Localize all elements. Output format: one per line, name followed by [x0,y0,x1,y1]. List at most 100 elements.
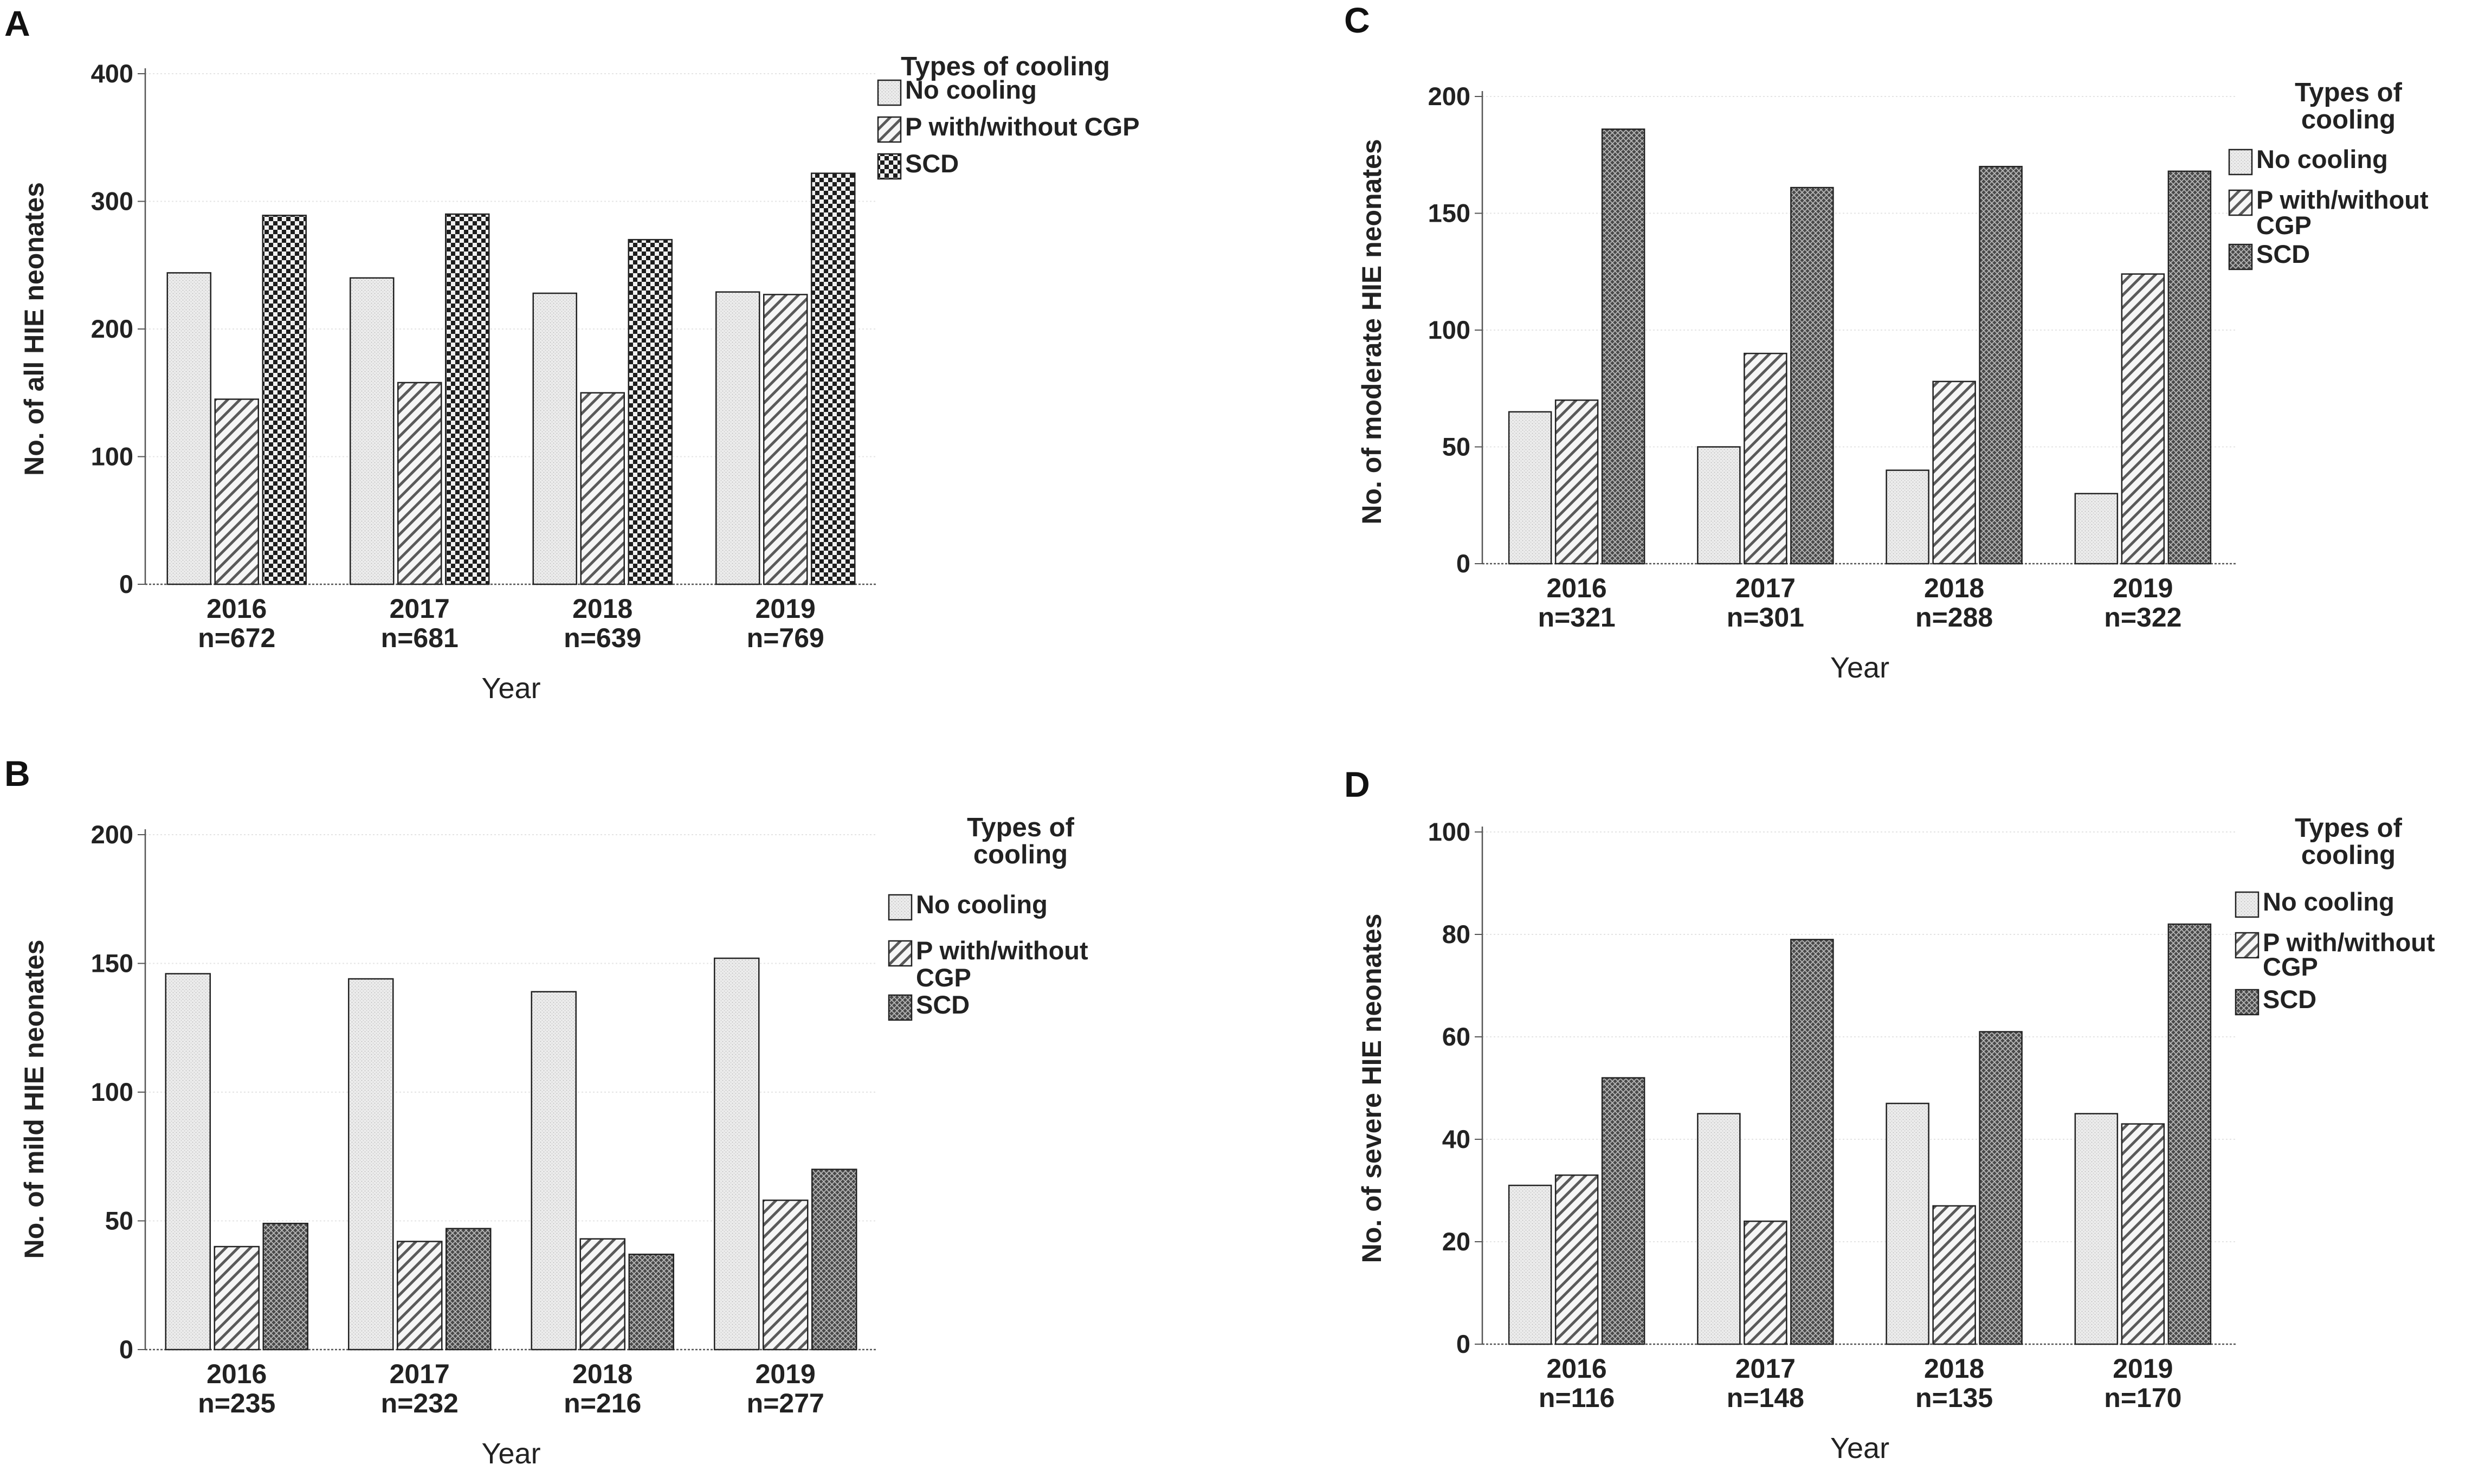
x-tick-n-label: n=672 [198,623,275,653]
legend-swatch-no-cooling [2228,149,2253,176]
bar-no-cooling-2016 [166,272,211,585]
bar-scd-2016 [262,1223,308,1351]
legend-title: cooling [2301,105,2396,134]
bar-p-with-without-cgp-2018 [1932,380,1976,565]
y-tick-label: 150 [1428,199,1470,228]
bar-p-with-without-cgp-2017 [397,1241,443,1351]
y-axis-title: No. of all HIE neonates [19,182,49,476]
x-tick-label: 2019 [756,1359,816,1389]
bar-no-cooling-2016 [1508,411,1552,565]
y-tick-label: 100 [1428,817,1470,846]
legend-title: Types of [967,813,1075,842]
x-axis-title: Year [481,1437,540,1470]
x-tick-n-label: n=116 [1539,1383,1615,1413]
legend-label-no-cooling: No cooling [905,75,1037,104]
x-tick-n-label: n=148 [1727,1383,1804,1413]
bar-p-with-without-cgp-2019 [763,294,808,585]
bar-no-cooling-2017 [348,978,394,1351]
bar-scd-2018 [628,238,673,585]
panel-letter: A [4,3,30,43]
x-tick-n-label: n=277 [747,1388,824,1418]
y-tick-label: 40 [1442,1125,1470,1153]
legend-swatch-scd [2228,243,2253,270]
y-tick-label: 20 [1442,1227,1470,1256]
x-tick-label: 2018 [1924,1353,1984,1384]
legend-label-p-with-without-cgp: P with/without [2263,928,2435,957]
y-tick-label: 80 [1442,920,1470,949]
y-tick-label: 200 [91,314,133,343]
bar-scd-2018 [628,1254,674,1351]
bar-scd-2017 [1790,186,1834,565]
x-tick-n-label: n=170 [2104,1383,2181,1413]
y-tick-label: 200 [91,820,133,849]
y-tick-label: 150 [91,949,133,978]
bar-scd-2016 [1601,128,1645,565]
bar-no-cooling-2017 [1697,1113,1741,1345]
bar-scd-2018 [1979,1031,2023,1345]
legend-title: cooling [2301,841,2396,870]
legend-label-p-with-without-cgp: P with/without [2256,185,2429,214]
legend-title: Types of [2295,78,2403,107]
x-tick-n-label: n=301 [1727,602,1804,633]
bar-no-cooling-2019 [2074,493,2119,565]
bar-p-with-without-cgp-2016 [214,398,259,585]
y-tick-label: 300 [91,187,133,216]
bar-no-cooling-2019 [715,291,760,585]
bar-p-with-without-cgp-2018 [580,392,625,585]
x-tick-label: 2016 [1547,573,1607,603]
bar-p-with-without-cgp-2019 [763,1199,809,1351]
x-tick-n-label: n=321 [1538,602,1616,633]
x-tick-label: 2018 [572,1359,632,1389]
legend-label-p-with-without-cgp: CGP [2263,952,2318,981]
bar-no-cooling-2019 [2074,1113,2119,1345]
y-tick-label: 100 [91,1077,133,1106]
bar-scd-2016 [262,215,307,585]
legend-swatch-p-with-without-cgp [2235,932,2260,959]
legend-swatch-p-with-without-cgp [877,116,902,143]
y-tick-label: 100 [1428,315,1470,344]
legend-label-p-with-without-cgp: P with/without CGP [905,112,1140,141]
bar-no-cooling-2018 [532,292,577,585]
bar-p-with-without-cgp-2016 [214,1246,260,1351]
bar-scd-2018 [1979,166,2023,565]
y-axis-title: No. of severe HIE neonates [1357,914,1387,1263]
legend-label-scd: SCD [905,149,959,178]
y-tick-label: 0 [119,570,133,598]
x-tick-n-label: n=322 [2104,602,2181,633]
bar-no-cooling-2019 [714,957,760,1351]
y-tick-label: 50 [105,1206,133,1235]
legend-label-no-cooling: No cooling [2256,145,2388,173]
legend-label-no-cooling: No cooling [916,890,1048,919]
legend-swatch-no-cooling [888,894,913,921]
x-tick-label: 2017 [390,593,450,624]
x-tick-n-label: n=288 [1915,602,1993,633]
bar-no-cooling-2017 [350,277,395,585]
panel-letter: D [1344,764,1370,804]
legend-swatch-no-cooling [877,79,902,106]
y-tick-label: 0 [119,1335,133,1364]
legend-swatch-scd [888,994,913,1021]
x-tick-label: 2018 [572,593,632,624]
y-tick-label: 200 [1428,82,1470,111]
x-tick-label: 2016 [1547,1353,1607,1384]
bar-no-cooling-2016 [165,973,211,1351]
legend-label-scd: SCD [916,990,970,1019]
bar-p-with-without-cgp-2016 [1554,1174,1599,1345]
bar-p-with-without-cgp-2016 [1554,399,1599,565]
bar-p-with-without-cgp-2018 [579,1238,625,1351]
bar-scd-2019 [811,1169,857,1351]
bar-no-cooling-2017 [1697,446,1741,565]
legend-label-p-with-without-cgp: CGP [916,963,971,992]
x-axis-title: Year [1830,651,1889,684]
legend-label-scd: SCD [2256,240,2310,268]
bar-scd-2019 [2167,170,2212,565]
x-tick-label: 2019 [756,593,816,624]
y-axis-title: No. of mild HIE neonates [19,940,49,1259]
y-tick-label: 0 [1456,1330,1470,1358]
x-axis-title: Year [481,672,540,705]
x-tick-n-label: n=216 [564,1388,641,1418]
